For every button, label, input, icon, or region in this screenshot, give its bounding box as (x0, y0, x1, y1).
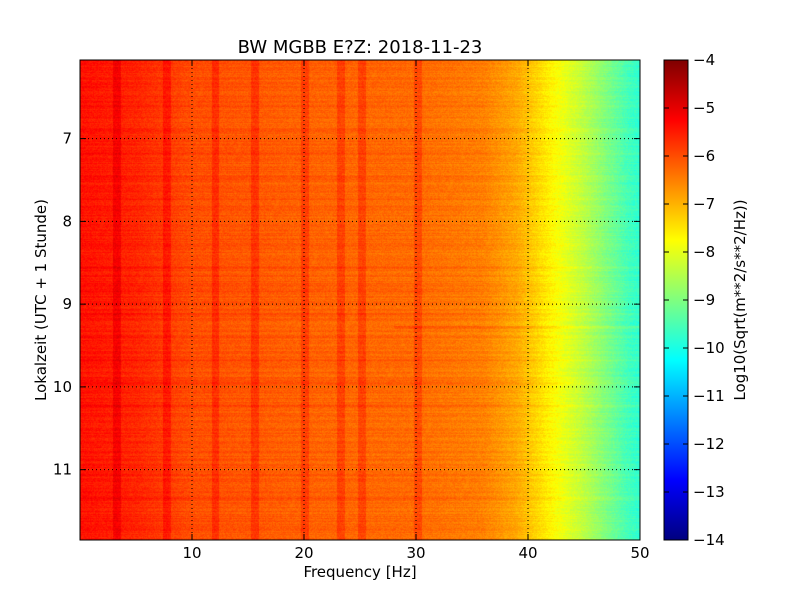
colorbar-tick-label: −14 (693, 531, 725, 549)
colorbar-tick-label: −8 (693, 243, 715, 261)
plot-frame (79, 59, 641, 541)
y-tick-label: 9 (62, 295, 72, 313)
y-tick-label: 8 (62, 212, 72, 230)
colorbar-tick-label: −4 (693, 51, 715, 69)
x-tick-label: 30 (406, 544, 425, 562)
y-axis-ticks: 7 8 9 10 11 (53, 130, 640, 479)
x-axis-ticks: 10 20 30 40 50 (182, 60, 650, 562)
colorbar-tick-label: −6 (693, 147, 715, 165)
plot-area: 10 20 30 40 50 7 8 9 10 11 (53, 59, 650, 562)
colorbar-tick-label: −11 (693, 387, 725, 405)
colorbar: −4 −5 −6 −7 −8 −9 −10 −11 −12 −13 −14 Log10(Sqrt(m… (663, 51, 749, 549)
x-tick-label: 20 (294, 544, 313, 562)
colorbar-ticks: −4 −5 −6 −7 −8 −9 −10 −11 −12 −13 −14 (664, 51, 725, 549)
chart-title: BW MGBB E?Z: 2018-11-23 (238, 37, 483, 58)
x-tick-label: 10 (182, 544, 201, 562)
spectrogram-heatmap (80, 60, 640, 540)
y-tick-label: 10 (53, 378, 72, 396)
y-tick-label: 7 (62, 130, 72, 148)
x-tick-label: 40 (518, 544, 537, 562)
colorbar-tick-label: −5 (693, 99, 715, 117)
colorbar-tick-label: −12 (693, 435, 725, 453)
colorbar-tick-label: −13 (693, 483, 725, 501)
colorbar-label: Log10(Sqrt(m**2/s**2/Hz)) (731, 199, 749, 400)
grid-lines (80, 60, 640, 540)
x-axis-label: Frequency [Hz] (303, 563, 416, 581)
colorbar-tick-label: −7 (693, 195, 715, 213)
x-tick-label: 50 (630, 544, 649, 562)
colorbar-tick-label: −9 (693, 291, 715, 309)
colorbar-tick-label: −10 (693, 339, 725, 357)
y-axis-label: Lokalzeit (UTC + 1 Stunde) (32, 199, 50, 401)
y-tick-label: 11 (53, 461, 72, 479)
